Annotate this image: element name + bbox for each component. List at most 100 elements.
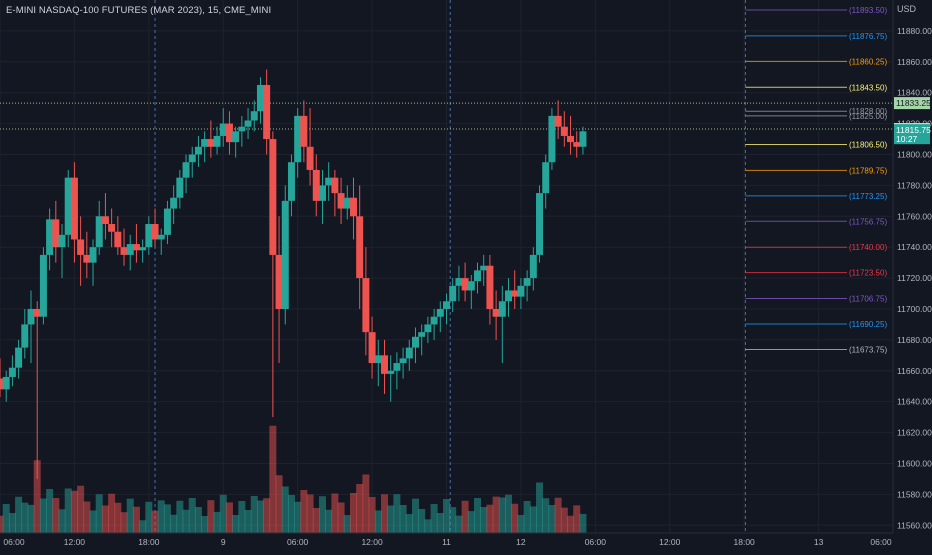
volume-bar — [362, 474, 370, 533]
volume-bar — [8, 513, 16, 533]
volume-bar — [399, 505, 407, 533]
level-label: (11673.75) — [849, 346, 887, 355]
candle-body — [424, 324, 432, 333]
candle-body — [263, 84, 271, 140]
volume-bar — [542, 498, 550, 533]
candle-body — [325, 177, 333, 186]
volume-bar — [455, 515, 463, 533]
y-tick-label: 11860.00 — [897, 57, 932, 67]
volume-bar — [33, 460, 41, 533]
volume-bar — [15, 496, 23, 533]
y-tick-label: 11760.00 — [897, 211, 932, 221]
candle-body — [349, 197, 357, 217]
candle-body — [467, 281, 475, 291]
candle-body — [207, 139, 215, 147]
volume-bar — [244, 510, 252, 533]
volume-bar — [430, 504, 438, 533]
y-tick-label: 11600.00 — [897, 458, 932, 468]
candle-body — [517, 285, 525, 297]
volume-bar — [380, 494, 388, 533]
candle-body — [399, 358, 407, 364]
volume-bar — [548, 505, 556, 533]
candle-body — [145, 224, 153, 248]
candle-body — [114, 231, 122, 248]
x-tick-label: 12:00 — [659, 537, 681, 547]
time-axis-bg — [0, 533, 932, 550]
candle-body — [176, 177, 184, 198]
volume-bar — [95, 494, 103, 533]
candle-body — [2, 376, 10, 390]
candle-body — [232, 131, 240, 143]
level-label: (11756.75) — [849, 217, 887, 226]
candle-body — [89, 247, 97, 263]
candle-body — [213, 135, 221, 147]
candle-body — [374, 355, 382, 364]
candle-body — [77, 239, 85, 255]
volume-bar — [306, 494, 314, 533]
candle-body — [393, 363, 401, 371]
x-tick-label: 13 — [814, 537, 824, 547]
candle-body — [536, 193, 544, 255]
x-tick-label: 06:00 — [870, 537, 892, 547]
volume-bar — [337, 502, 345, 533]
last-price-label: 11815.75 — [896, 125, 931, 135]
volume-bar — [250, 496, 258, 533]
candle-body — [306, 146, 314, 170]
volume-bar — [368, 497, 376, 533]
last-price-badge — [894, 124, 930, 145]
y-tick-label: 11640.00 — [897, 397, 932, 407]
y-tick-label: 11880.00 — [897, 26, 932, 36]
volume-bar — [114, 502, 122, 533]
price-axis-bg — [893, 0, 932, 550]
volume-bar — [461, 500, 469, 533]
y-tick-label: 11580.00 — [897, 489, 932, 499]
x-tick-label: 06:00 — [287, 537, 309, 547]
candle-body — [275, 254, 283, 309]
candle-body — [201, 139, 209, 147]
volume-bar — [511, 503, 519, 533]
volume-bar — [225, 502, 233, 533]
y-tick-label: 11780.00 — [897, 180, 932, 190]
volume-bar — [163, 504, 171, 533]
candle-body — [163, 208, 171, 235]
candle-body — [331, 177, 339, 194]
candle-body — [368, 332, 376, 364]
candle-body — [52, 219, 60, 248]
level-label: (11893.50) — [849, 6, 887, 15]
candle-body — [33, 308, 41, 317]
candle-body — [281, 200, 289, 309]
volume-bar — [318, 496, 326, 533]
y-tick-label: 11660.00 — [897, 366, 932, 376]
candle-body — [300, 115, 308, 147]
candle-body — [337, 193, 345, 209]
candle-body — [39, 254, 47, 317]
volume-bar — [213, 511, 221, 533]
candle-body — [182, 162, 190, 178]
candle-body — [15, 347, 23, 368]
x-tick-label: 06:00 — [585, 537, 607, 547]
volume-bar — [312, 508, 320, 533]
volume-bar — [579, 513, 587, 533]
volume-bar — [560, 507, 568, 533]
volume-bar — [498, 497, 506, 533]
volume-bar — [201, 516, 209, 533]
volume-bar — [393, 494, 401, 533]
candle-body — [486, 265, 494, 309]
volume-bar — [46, 489, 54, 533]
candle-body — [455, 278, 463, 286]
volume-bar — [567, 515, 575, 533]
y-tick-label: 11700.00 — [897, 304, 932, 314]
volume-bar — [275, 475, 283, 533]
y-tick-label: 11800.00 — [897, 149, 932, 159]
volume-bar — [325, 509, 333, 533]
candle-body — [64, 177, 72, 235]
candle-body — [27, 308, 35, 325]
volume-bar — [517, 515, 525, 533]
price-badge-label: 11833.25 — [896, 98, 931, 108]
volume-bar — [58, 509, 66, 533]
candle-body — [418, 332, 426, 337]
candle-body — [83, 254, 91, 263]
volume-bar — [101, 505, 109, 533]
